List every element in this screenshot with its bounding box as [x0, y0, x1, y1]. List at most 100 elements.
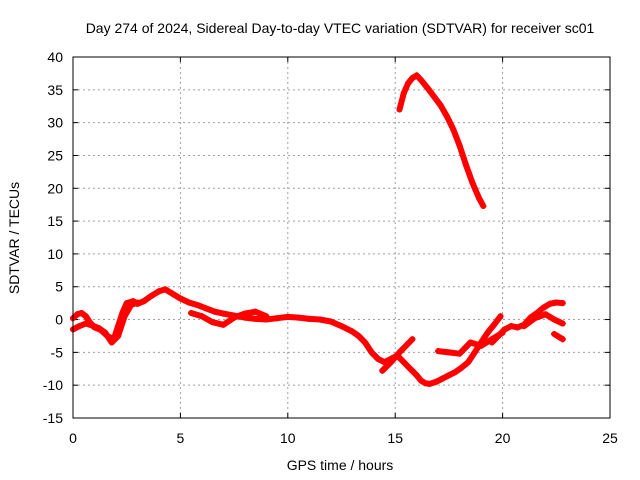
y-tick-label: 30	[47, 115, 63, 131]
data-point	[456, 350, 463, 357]
y-tick-label: 15	[47, 213, 63, 229]
data-point	[168, 290, 175, 297]
data-point	[185, 299, 192, 306]
data-point	[400, 359, 407, 366]
data-point	[194, 302, 201, 309]
data-point	[450, 126, 457, 133]
y-tick-label: 40	[47, 49, 63, 65]
data-point	[409, 336, 416, 343]
y-axis-label: SDTVAR / TECUs	[6, 182, 22, 294]
data-point	[396, 106, 403, 113]
data-point	[127, 302, 134, 309]
data-point	[123, 300, 130, 307]
series-late-tail	[551, 330, 566, 343]
y-tick-label: -5	[51, 344, 64, 360]
data-point	[542, 311, 549, 318]
data-point	[327, 318, 334, 325]
x-tick-label: 15	[387, 430, 403, 446]
data-point	[551, 330, 558, 337]
y-tick-label: 20	[47, 180, 63, 196]
series-trace	[396, 72, 487, 209]
data-point	[349, 328, 356, 335]
data-point	[501, 326, 508, 333]
y-tick-label: 25	[47, 147, 63, 163]
data-point	[379, 367, 386, 374]
x-tick-label: 5	[177, 430, 185, 446]
data-point	[231, 314, 238, 321]
data-point	[252, 315, 259, 322]
series-trace	[70, 299, 141, 346]
x-tick-label: 10	[280, 430, 296, 446]
data-point	[134, 299, 141, 306]
data-point	[555, 333, 562, 340]
y-tick-label: 10	[47, 246, 63, 262]
data-point	[198, 313, 205, 320]
data-point	[480, 202, 487, 209]
data-point	[274, 315, 281, 322]
data-point	[400, 90, 407, 97]
data-point	[121, 313, 128, 320]
data-point	[295, 314, 302, 321]
data-point	[362, 339, 369, 346]
data-point	[445, 372, 452, 379]
data-point	[263, 313, 270, 320]
data-point	[220, 310, 227, 317]
data-point	[405, 80, 412, 87]
data-point	[553, 299, 560, 306]
data-point	[417, 377, 424, 384]
data-point	[387, 359, 394, 366]
data-point	[463, 162, 470, 169]
data-point	[439, 375, 446, 382]
data-point	[95, 325, 102, 332]
grid-lines	[73, 57, 610, 418]
data-point	[115, 332, 122, 339]
data-point	[458, 364, 465, 371]
plot-frame	[72, 56, 611, 419]
data-point	[478, 342, 485, 349]
data-point	[102, 329, 109, 336]
data-point	[495, 332, 502, 339]
y-tick-label: 5	[55, 279, 63, 295]
data-point	[82, 320, 89, 327]
data-point	[162, 286, 169, 293]
data-point	[284, 313, 291, 320]
x-axis-label: GPS time / hours	[287, 457, 394, 473]
data-point	[443, 113, 450, 120]
data-point	[467, 339, 474, 346]
data-point	[338, 323, 345, 330]
data-point	[488, 339, 495, 346]
chart-title: Day 274 of 2024, Sidereal Day-to-day VTE…	[86, 20, 595, 36]
data-point	[147, 293, 154, 300]
x-tick-label: 20	[495, 430, 511, 446]
data-point	[456, 142, 463, 149]
data-point	[531, 315, 538, 322]
series-high-arc	[396, 72, 487, 209]
data-point	[375, 355, 382, 362]
data-point	[140, 298, 147, 305]
data-point	[396, 349, 403, 356]
data-point	[508, 323, 515, 330]
series-mid-spur	[379, 336, 416, 374]
data-point	[551, 316, 558, 323]
data-point	[155, 288, 162, 295]
data-point	[220, 321, 227, 328]
data-point	[177, 295, 184, 302]
y-tick-label: -10	[43, 377, 63, 393]
data-point	[497, 313, 504, 320]
data-point	[89, 322, 96, 329]
data-point	[413, 372, 420, 379]
x-tick-label: 25	[602, 430, 618, 446]
data-point	[424, 84, 431, 91]
data-point	[209, 319, 216, 326]
data-point	[381, 359, 388, 366]
tick-labels: 0 5 10 15 20 25 -15 -10 -5 0 5 10 15 20 25 30 35 40	[43, 49, 618, 446]
data-point	[546, 300, 553, 307]
data-point	[76, 323, 83, 330]
data-point	[306, 315, 313, 322]
y-tick-label: -15	[43, 410, 63, 426]
series-afternoon-cluster	[188, 308, 270, 328]
data-point	[417, 76, 424, 83]
data-point	[475, 195, 482, 202]
data-point	[559, 300, 566, 307]
